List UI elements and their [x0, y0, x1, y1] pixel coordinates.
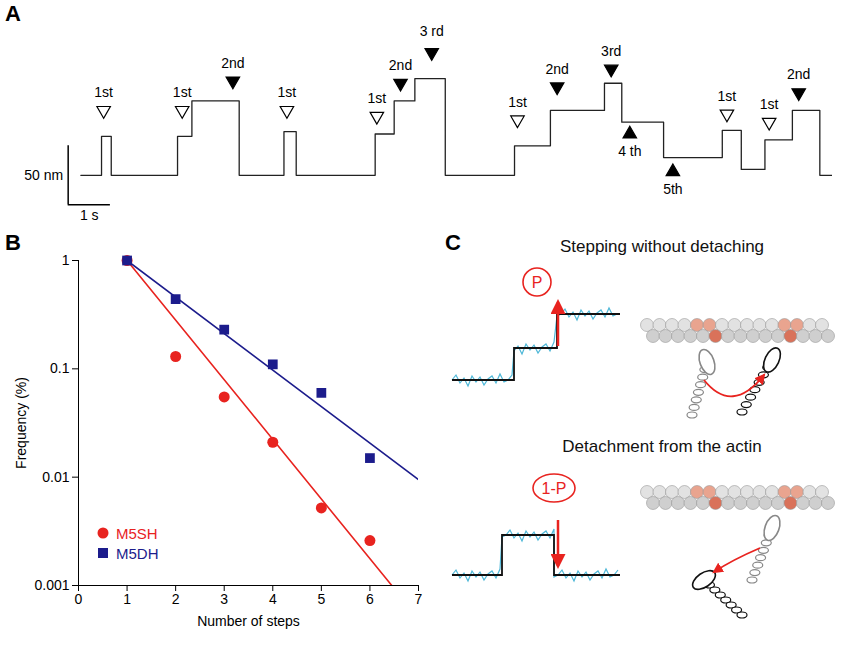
svg-text:P: P: [532, 274, 543, 291]
svg-text:Frequency (%): Frequency (%): [13, 377, 29, 469]
svg-text:1: 1: [123, 591, 131, 607]
html-text:M5DH: M5DH: [116, 544, 159, 562]
svg-text:1st: 1st: [173, 84, 192, 100]
svg-text:1st: 1st: [278, 84, 297, 100]
svg-text:1 s: 1 s: [80, 207, 99, 223]
svg-text:1st: 1st: [94, 84, 113, 100]
svg-text:Stepping without detaching: Stepping without detaching: [560, 237, 764, 256]
svg-text:2nd: 2nd: [389, 57, 412, 73]
svg-text:3: 3: [220, 591, 228, 607]
svg-text:6: 6: [366, 591, 374, 607]
svg-text:3 rd: 3 rd: [420, 23, 444, 39]
svg-text:Number of steps: Number of steps: [197, 613, 300, 629]
svg-text:1st: 1st: [508, 94, 527, 110]
svg-text:0.01: 0.01: [42, 469, 69, 485]
html-text:B: B: [5, 230, 21, 255]
svg-text:2nd: 2nd: [221, 55, 244, 71]
svg-text:4 th: 4 th: [618, 143, 641, 159]
svg-text:2: 2: [172, 591, 180, 607]
svg-text:0.1: 0.1: [50, 360, 70, 376]
svg-text:3rd: 3rd: [601, 43, 621, 59]
svg-text:4: 4: [269, 591, 277, 607]
svg-text:5th: 5th: [663, 181, 682, 197]
html-text:C: C: [445, 230, 461, 255]
svg-text:1st: 1st: [760, 96, 779, 112]
svg-text:5: 5: [317, 591, 325, 607]
svg-text:2nd: 2nd: [787, 66, 810, 82]
html-text:A: A: [5, 1, 21, 26]
svg-text:1-P: 1-P: [542, 480, 567, 497]
svg-text:1st: 1st: [368, 90, 387, 106]
svg-text:7: 7: [415, 591, 423, 607]
svg-text:0: 0: [75, 591, 83, 607]
html-text:M5SH: M5SH: [116, 524, 158, 542]
svg-text:50 nm: 50 nm: [24, 167, 63, 183]
svg-text:0.001: 0.001: [34, 577, 69, 593]
svg-text:2nd: 2nd: [545, 61, 568, 77]
svg-text:1: 1: [62, 252, 70, 268]
svg-text:1st: 1st: [718, 88, 737, 104]
svg-text:Detachment from the actin: Detachment from the actin: [562, 437, 761, 456]
